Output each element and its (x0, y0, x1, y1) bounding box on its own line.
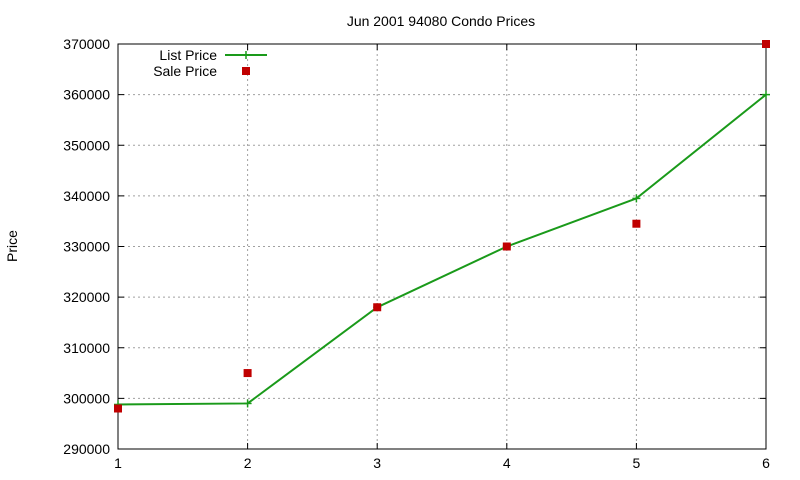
y-tick-label: 330000 (63, 239, 110, 255)
x-tick-label: 3 (373, 455, 381, 471)
axis-ticks: 1 2 3 4 5 6 290000 300000 310000 320000 330000 3400… (63, 36, 770, 471)
y-tick-label: 320000 (63, 289, 110, 305)
x-tick-label: 1 (114, 455, 122, 471)
y-axis-label: Price (4, 230, 20, 262)
x-tick-label: 2 (244, 455, 252, 471)
series-layer (114, 40, 770, 413)
grid (118, 44, 766, 449)
x-tick-label: 4 (503, 455, 511, 471)
legend-marker-sale-price (242, 67, 250, 75)
x-tick-label: 5 (633, 455, 641, 471)
y-tick-label: 340000 (63, 188, 110, 204)
list-price-point (243, 399, 252, 408)
sale-price-point (762, 40, 770, 48)
list-price-line (117, 93, 767, 406)
list-price-point (762, 90, 770, 99)
sale-price-point (243, 369, 252, 378)
sale-price-point (502, 242, 511, 251)
y-tick-label: 290000 (63, 441, 110, 457)
y-tick-label: 300000 (63, 390, 110, 406)
y-tick-label: 310000 (63, 340, 110, 356)
list-price-point (632, 194, 641, 203)
y-tick-label: 350000 (63, 137, 110, 153)
x-tick-label: 6 (762, 455, 770, 471)
chart-title: Jun 2001 94080 Condo Prices (347, 13, 535, 29)
sale-price-point (373, 303, 382, 312)
y-tick-label: 370000 (63, 36, 110, 52)
sale-price-point (114, 404, 122, 413)
y-tick-label: 360000 (63, 87, 110, 103)
legend-marker-list-price (242, 51, 250, 59)
legend-label-sale-price: Sale Price (153, 63, 217, 79)
sale-price-point (632, 219, 641, 228)
legend-label-list-price: List Price (159, 47, 217, 63)
